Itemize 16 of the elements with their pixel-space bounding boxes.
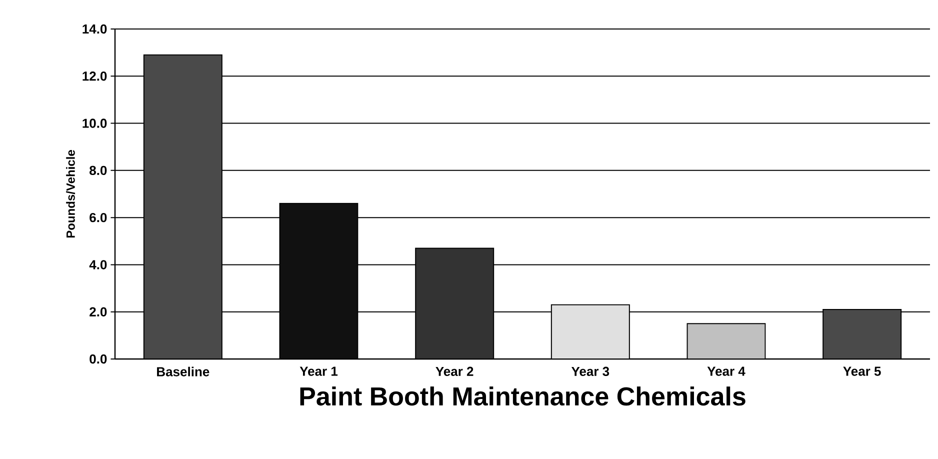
y-tick-label: 8.0 xyxy=(90,166,107,176)
x-tick-label: Year 3 xyxy=(571,366,610,376)
x-tick-label: Year 4 xyxy=(707,366,746,376)
y-tick-label: 2.0 xyxy=(90,307,107,316)
y-tick-label: 6.0 xyxy=(90,212,107,222)
y-tick-label: 4.0 xyxy=(89,260,107,270)
x-tick-label: Year 1 xyxy=(300,366,338,376)
x-tick-label: Baseline xyxy=(157,366,210,376)
x-tick-label: Year 5 xyxy=(843,366,881,376)
y-tick-label: 14.0 xyxy=(82,24,107,34)
y-axis-title: Pounds/Vehicle xyxy=(66,150,76,238)
y-tick-label: 10.0 xyxy=(82,118,107,128)
text: Paint Booth Maintenance Chemicals xyxy=(300,386,746,406)
y-tick-label: 12.0 xyxy=(82,72,107,81)
y-tick-label: 0.0 xyxy=(90,354,107,364)
x-tick-label: Year 2 xyxy=(436,366,474,376)
